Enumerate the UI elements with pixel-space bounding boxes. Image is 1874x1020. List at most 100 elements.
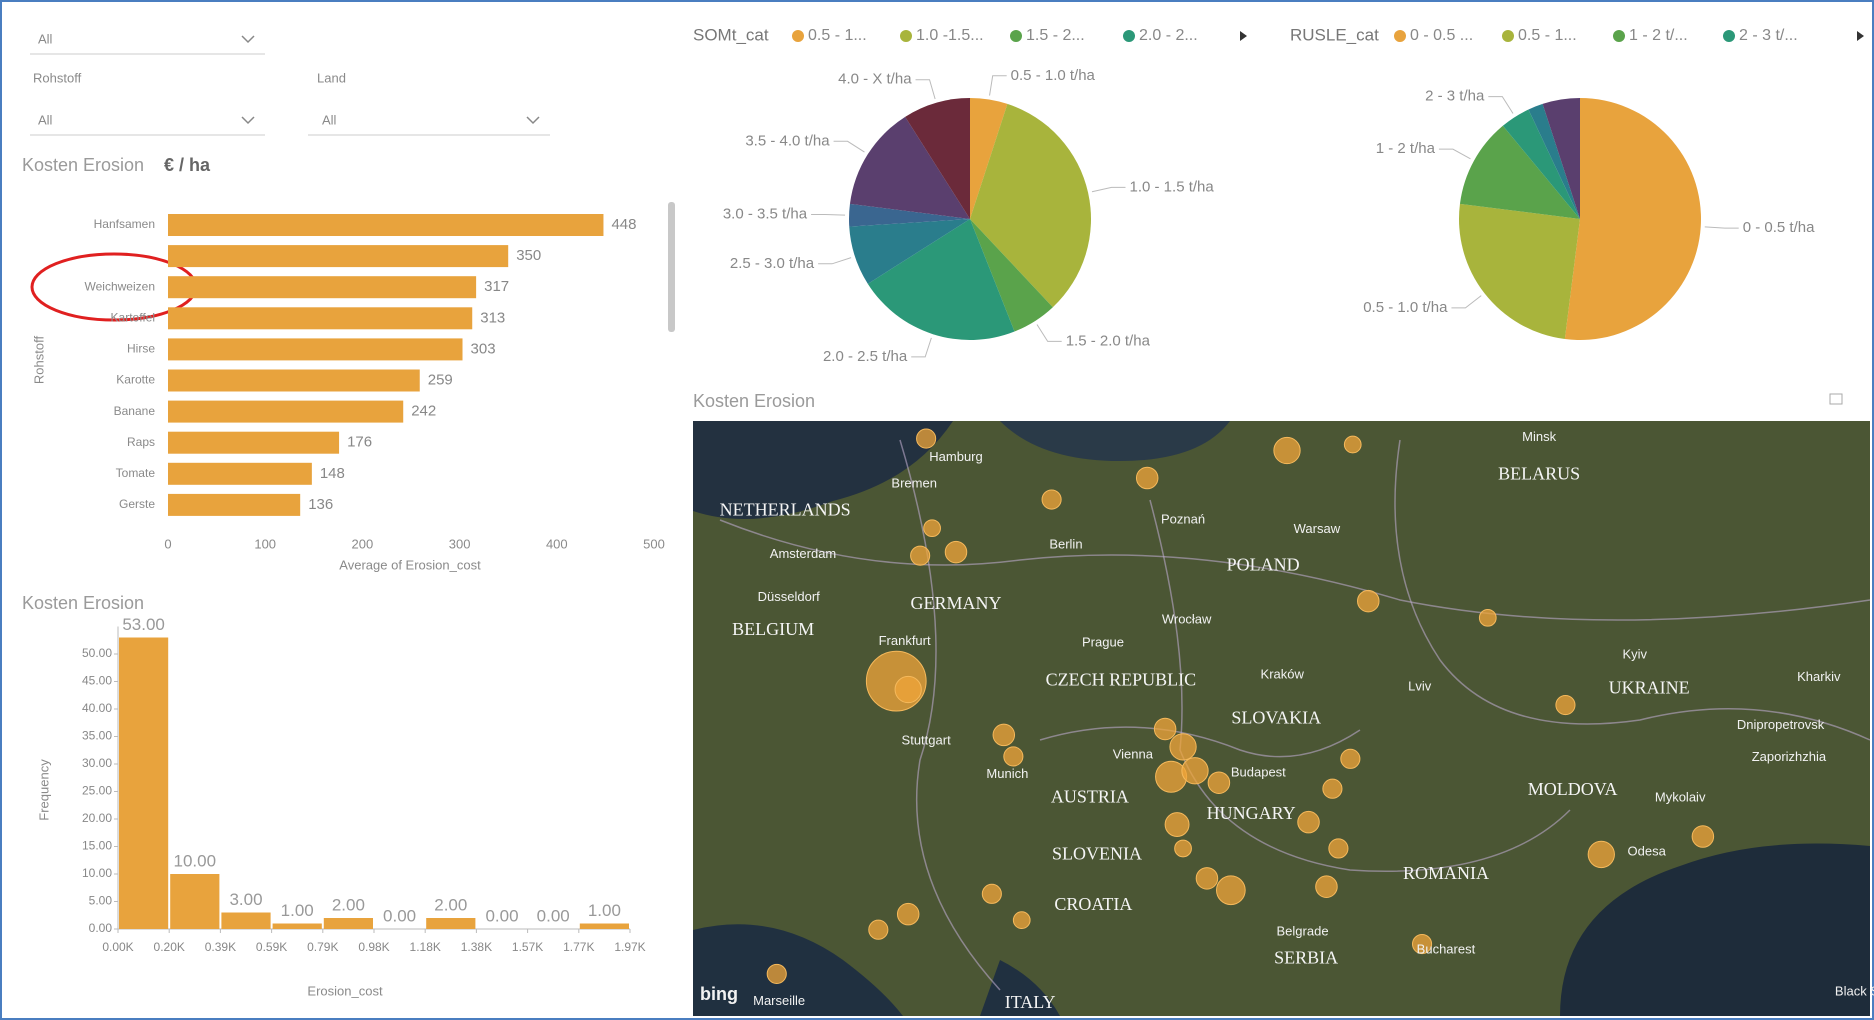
data-label: 303 bbox=[471, 340, 496, 357]
location-dot bbox=[894, 675, 922, 704]
legend-scroll[interactable] bbox=[1240, 31, 1247, 41]
x-tick-label: 0.20K bbox=[154, 940, 185, 954]
data-label: 259 bbox=[428, 371, 453, 388]
leader-line bbox=[1451, 295, 1482, 309]
y-tick-label: 15.00 bbox=[82, 839, 112, 853]
y-tick-label: 5.00 bbox=[89, 894, 113, 908]
data-label: 136 bbox=[308, 496, 333, 513]
bar bbox=[168, 307, 473, 330]
map-label: ITALY bbox=[1005, 992, 1056, 1012]
location-dot bbox=[1041, 489, 1062, 510]
leader-line bbox=[915, 79, 936, 100]
y-tick-label: 40.00 bbox=[82, 701, 112, 715]
y-tick-label: 50.00 bbox=[82, 646, 112, 660]
x-tick-label: 100 bbox=[254, 536, 276, 551]
map-label: Frankfurt bbox=[879, 633, 931, 648]
data-label: 53.00 bbox=[122, 615, 165, 634]
slice-label: 4.0 - X t/ha bbox=[838, 71, 912, 88]
location-dot bbox=[944, 540, 968, 564]
location-dot bbox=[1411, 933, 1433, 955]
chevron bbox=[241, 35, 255, 44]
filter-rohstoff[interactable]: All bbox=[30, 112, 265, 136]
map-label: Kharkiv bbox=[1797, 669, 1841, 684]
border bbox=[1394, 439, 1871, 741]
legend-swatch bbox=[1394, 30, 1406, 42]
y-tick-label: Hanfsamen bbox=[94, 217, 155, 231]
bar bbox=[168, 462, 312, 485]
sea bbox=[693, 421, 953, 519]
x-tick-label: 200 bbox=[352, 536, 374, 551]
histogram-bar bbox=[579, 923, 629, 929]
bar bbox=[168, 493, 301, 516]
pie-slice bbox=[1459, 203, 1580, 340]
y-tick-label: Hirse bbox=[127, 342, 155, 356]
data-label: 148 bbox=[320, 465, 345, 482]
map-label: BELGIUM bbox=[732, 619, 814, 639]
map-label: Vienna bbox=[1113, 747, 1154, 762]
y-axis-label: Frequency bbox=[36, 759, 51, 821]
pie-slice bbox=[1564, 98, 1702, 341]
chevron bbox=[526, 116, 540, 125]
pie-slice bbox=[1459, 125, 1580, 219]
y-tick-label: 35.00 bbox=[82, 729, 112, 743]
map-label: Lviv bbox=[1408, 679, 1432, 694]
x-axis-label: Average of Erosion_cost bbox=[339, 557, 481, 572]
map-label: Munich bbox=[986, 766, 1028, 781]
filter-top[interactable]: All bbox=[30, 31, 265, 55]
leader-line bbox=[1036, 324, 1062, 342]
data-label: 242 bbox=[411, 403, 436, 420]
data-label: 448 bbox=[611, 216, 636, 233]
legend-scroll[interactable] bbox=[1857, 31, 1864, 41]
leader-line bbox=[989, 75, 1007, 96]
data-label: 2.00 bbox=[434, 895, 467, 914]
location-dot bbox=[1012, 911, 1031, 930]
slice-label: 1.0 - 1.5 t/ha bbox=[1130, 178, 1215, 195]
filter-label: Rohstoff bbox=[33, 70, 82, 85]
legend-swatch bbox=[1123, 30, 1135, 42]
legend-label: 2 - 3 t/... bbox=[1739, 27, 1798, 44]
location-dot bbox=[1195, 867, 1219, 890]
location-dot bbox=[1003, 746, 1024, 767]
scrollbar[interactable] bbox=[668, 202, 675, 332]
bar bbox=[168, 276, 477, 299]
filter-land[interactable]: All bbox=[308, 112, 550, 136]
y-tick-label: 45.00 bbox=[82, 674, 112, 688]
location-dot bbox=[1135, 466, 1159, 490]
filter-label: Land bbox=[317, 70, 346, 85]
map-label: Bremen bbox=[891, 475, 937, 490]
legend-label: 0.5 - 1... bbox=[808, 27, 867, 44]
histogram-bar bbox=[323, 918, 373, 929]
bar bbox=[168, 431, 340, 454]
data-label: 10.00 bbox=[174, 851, 217, 870]
map-label: CROATIA bbox=[1054, 894, 1132, 914]
sea bbox=[1560, 843, 1870, 1016]
border bbox=[1039, 726, 1361, 758]
leader-line bbox=[818, 257, 852, 265]
map-label: Kraków bbox=[1261, 667, 1305, 682]
location-dot bbox=[1153, 717, 1177, 741]
location-dot bbox=[766, 963, 787, 984]
data-label: 317 bbox=[484, 278, 509, 295]
legend-label: 2.0 - 2... bbox=[1139, 27, 1198, 44]
data-label: 1.00 bbox=[281, 901, 314, 920]
pie-slice bbox=[1528, 103, 1580, 219]
map-label: BELARUS bbox=[1498, 464, 1580, 484]
map-label: Stuttgart bbox=[902, 732, 952, 747]
focus-icon[interactable] bbox=[1829, 393, 1843, 405]
map[interactable]: bing Minsk BELARUS Hamburg Bremen NETHERLAND… bbox=[693, 421, 1874, 1016]
x-tick-label: 0.98K bbox=[358, 940, 389, 954]
legend-title: RUSLE_cat bbox=[1290, 25, 1379, 44]
location-dot bbox=[916, 428, 937, 449]
bar bbox=[168, 369, 420, 392]
map-title: Kosten Erosion bbox=[693, 391, 815, 411]
pie-slice bbox=[849, 116, 970, 219]
chart-title: Kosten Erosion bbox=[22, 593, 144, 613]
map-label: POLAND bbox=[1227, 555, 1300, 575]
data-label: 0.00 bbox=[485, 906, 518, 925]
map-label: Dnipropetrovsk bbox=[1737, 717, 1825, 732]
y-tick-label: Tomate bbox=[116, 466, 156, 480]
x-tick-label: 0.79K bbox=[307, 940, 338, 954]
pie-slice bbox=[970, 103, 1091, 308]
histogram-bar bbox=[426, 918, 476, 929]
